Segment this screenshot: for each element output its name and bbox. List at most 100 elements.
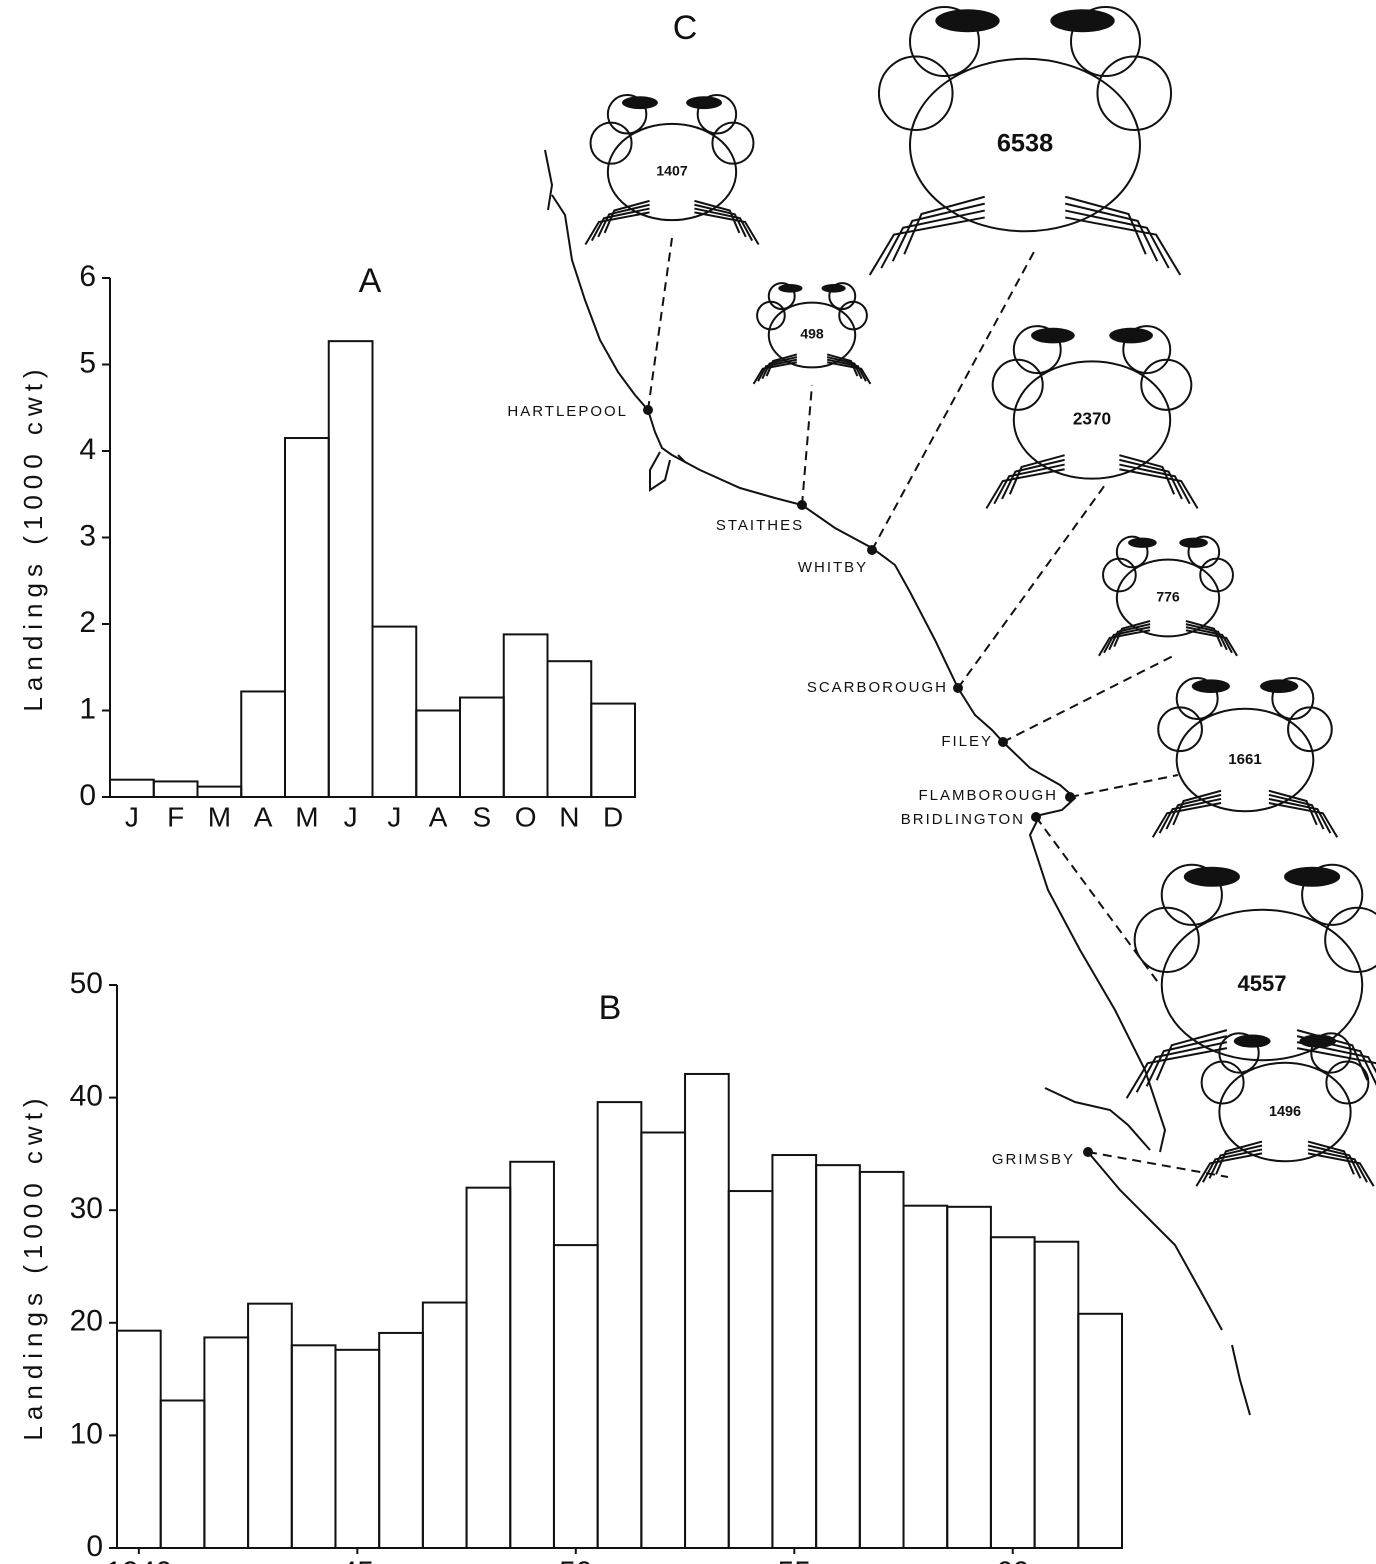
x-tick-label: 50 bbox=[559, 1556, 592, 1564]
y-tick-label: 40 bbox=[70, 1080, 103, 1113]
x-tick-label: N bbox=[559, 801, 579, 832]
bar bbox=[415, 709, 461, 798]
crab-pincer bbox=[935, 9, 1000, 33]
crab-leg bbox=[891, 202, 985, 262]
crab-carapace bbox=[1175, 707, 1315, 813]
crab-carapace bbox=[1160, 908, 1364, 1062]
crab-claw bbox=[1122, 325, 1172, 375]
y-tick-label: 30 bbox=[70, 1192, 103, 1225]
crab-leg bbox=[1135, 1041, 1228, 1093]
port-dot bbox=[867, 545, 877, 555]
bar bbox=[109, 778, 155, 799]
crab-pincer bbox=[1050, 9, 1115, 33]
bar bbox=[640, 1131, 687, 1549]
crab-claw bbox=[1160, 863, 1223, 926]
bar bbox=[1077, 1312, 1123, 1549]
coastline bbox=[544, 149, 1167, 1153]
port-label: HARTLEPOOL bbox=[507, 403, 628, 420]
crab-claw-arm bbox=[1324, 906, 1376, 973]
crab-leg bbox=[597, 203, 650, 238]
crab-claw-arm bbox=[1157, 706, 1203, 753]
port-dot bbox=[1083, 1147, 1093, 1157]
crab-leg bbox=[1268, 793, 1325, 830]
crab-pincer bbox=[1260, 679, 1299, 694]
crab-leg bbox=[1307, 1152, 1375, 1187]
crab-claw-arm bbox=[991, 358, 1044, 411]
leader-line bbox=[957, 484, 1106, 689]
leader-line bbox=[871, 249, 1036, 551]
bar bbox=[727, 1190, 774, 1549]
crab-leg bbox=[1001, 458, 1065, 500]
crab-claw-arm bbox=[1200, 1060, 1245, 1105]
leader-line bbox=[1087, 1151, 1229, 1178]
crab-pincer bbox=[1299, 1034, 1337, 1048]
crab-claw bbox=[767, 282, 796, 311]
bar bbox=[284, 437, 330, 798]
crab-leg bbox=[1155, 1029, 1228, 1081]
humber-coast bbox=[1044, 1087, 1251, 1416]
crab-leg bbox=[694, 203, 747, 238]
crab-claw bbox=[1175, 677, 1219, 721]
crab-claw bbox=[1187, 535, 1221, 569]
crab-leg bbox=[1108, 623, 1151, 651]
crab: 776 bbox=[1098, 535, 1238, 657]
crab-claw bbox=[1012, 325, 1062, 375]
crab-leg bbox=[1065, 202, 1159, 262]
port-dot bbox=[643, 405, 653, 415]
crab-claw bbox=[1218, 1032, 1260, 1074]
crab-value: 1407 bbox=[656, 163, 688, 179]
crab-leg bbox=[1165, 793, 1222, 830]
x-tick-label: M bbox=[208, 801, 231, 832]
crab: 498 bbox=[752, 282, 872, 385]
bar bbox=[378, 1331, 424, 1549]
crab-claw-arm bbox=[1140, 358, 1193, 411]
y-axis-label: Landings (1000 cwt) bbox=[18, 363, 48, 711]
crab-value: 1496 bbox=[1269, 1104, 1301, 1120]
crab-leg bbox=[1119, 458, 1183, 500]
x-tick-label: J bbox=[344, 801, 358, 832]
y-tick-label: 4 bbox=[79, 433, 96, 466]
crab-pincer bbox=[686, 96, 723, 110]
crab-pincer bbox=[1179, 537, 1208, 548]
bar bbox=[684, 1072, 730, 1549]
y-tick-label: 1 bbox=[79, 692, 96, 725]
bar bbox=[196, 785, 243, 798]
bar bbox=[858, 1170, 905, 1550]
map-title: C bbox=[673, 9, 698, 47]
crab: 1407 bbox=[584, 94, 760, 246]
leader-line bbox=[1035, 816, 1161, 986]
crab-leg bbox=[1208, 1144, 1263, 1179]
crab-leg bbox=[1064, 195, 1147, 255]
crab-leg bbox=[694, 199, 741, 234]
crab-pincer bbox=[1109, 327, 1153, 344]
bar bbox=[509, 1160, 555, 1549]
crab-claw bbox=[696, 94, 738, 135]
crab-leg bbox=[826, 361, 872, 385]
crab-leg bbox=[1145, 1035, 1228, 1087]
crab-value: 498 bbox=[800, 326, 824, 342]
port-dot bbox=[953, 683, 963, 693]
crab-carapace bbox=[909, 57, 1141, 233]
crab-pincer bbox=[1191, 679, 1230, 694]
crab-pincer bbox=[1284, 866, 1341, 887]
crab-leg bbox=[1307, 1140, 1355, 1175]
x-tick-label: 60 bbox=[996, 1556, 1029, 1564]
x-tick-label: M bbox=[295, 801, 318, 832]
crab-carapace bbox=[1012, 360, 1172, 480]
leader-line bbox=[647, 237, 673, 411]
bar bbox=[1033, 1240, 1080, 1550]
crab-leg bbox=[1119, 468, 1199, 509]
crab-leg bbox=[1185, 620, 1223, 648]
crab-leg bbox=[752, 361, 798, 385]
crab-pincer bbox=[821, 283, 846, 293]
crab-leg bbox=[694, 211, 760, 246]
crab-leg bbox=[1098, 629, 1151, 657]
crab-claw bbox=[1271, 677, 1315, 721]
y-tick-label: 2 bbox=[79, 606, 96, 639]
y-tick-label: 6 bbox=[79, 260, 96, 293]
bar bbox=[815, 1164, 861, 1550]
port-label: SCARBOROUGH bbox=[807, 679, 948, 696]
crab-claw bbox=[1070, 6, 1141, 77]
bar bbox=[596, 1101, 643, 1549]
